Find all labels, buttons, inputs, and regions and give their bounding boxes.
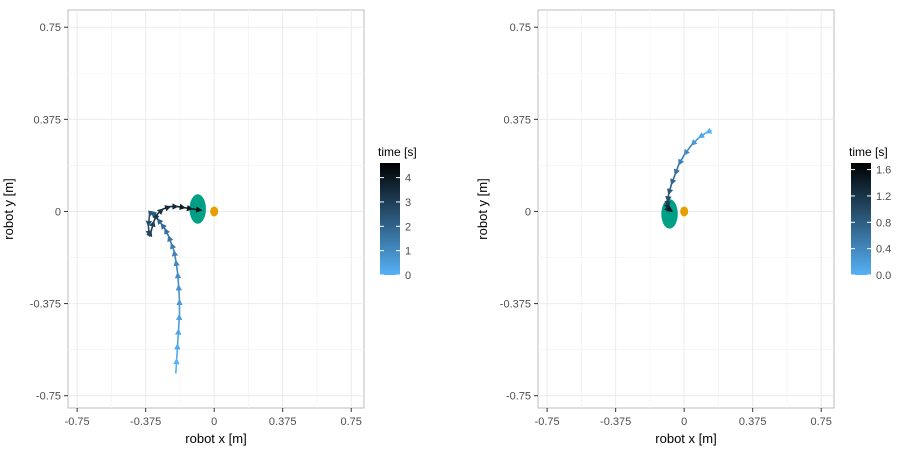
trajectory-arrow — [666, 184, 674, 196]
chart-panel-1: -0.75 -0.375 0 0.375 0.75 -0.75 -0.375 0 0.375 0… — [1, 9, 417, 446]
legend-title: time [s] — [378, 145, 417, 159]
x-axis-label: robot x [m] — [655, 431, 716, 446]
trajectory-arrow — [173, 357, 180, 374]
colorbar-tick-label: 4 — [405, 173, 411, 185]
colorbar-tick-label: 0 — [405, 270, 411, 282]
x-tick-label: 0.375 — [269, 416, 297, 428]
x-tick-label: 0 — [681, 416, 687, 428]
target-point — [680, 206, 689, 217]
colorbar-ticks: 0 1 2 3 4 — [380, 173, 411, 282]
y-tick-label: 0.75 — [40, 22, 61, 34]
chart-panel-2: -0.75 -0.375 0 0.375 0.75 -0.75 -0.375 0 0.375 0… — [475, 9, 891, 446]
x-tick-label: 0.75 — [340, 416, 361, 428]
chart-marks — [661, 127, 713, 229]
x-tick-label: -0.375 — [130, 416, 161, 428]
trajectory-arrow — [697, 132, 707, 139]
trajectory-arrow — [152, 212, 159, 222]
trajectory-arrow — [173, 259, 180, 273]
legend: time [s] 0 1 2 3 4 — [378, 145, 417, 282]
x-axis-label: robot x [m] — [185, 431, 246, 446]
x-tick-label: 0.375 — [739, 416, 767, 428]
x-axis-ticks: -0.75 -0.375 0 0.375 0.75 — [535, 408, 832, 428]
trajectory-arrow — [192, 206, 203, 213]
grid — [68, 10, 364, 408]
colorbar-tick-label: 0.4 — [876, 244, 891, 256]
colorbar-tick-label: 2 — [405, 221, 411, 233]
y-tick-label: -0.375 — [30, 299, 61, 311]
y-axis-label: robot y [m] — [475, 178, 490, 239]
trajectory-arrow — [171, 249, 179, 261]
y-tick-label: -0.375 — [500, 299, 531, 311]
trajectory-arrow — [174, 271, 182, 286]
y-tick-label: -0.75 — [36, 391, 61, 403]
trajectory-arrow — [170, 242, 177, 252]
x-tick-label: 0 — [211, 416, 217, 428]
colorbar-tick-label: 1.6 — [876, 165, 891, 177]
colorbar-ticks: 0.0 0.4 0.8 1.2 1.6 — [851, 165, 891, 282]
trajectory-arrow — [162, 205, 172, 212]
legend: time [s] 0.0 0.4 0.8 1.2 1.6 — [849, 145, 891, 282]
legend-title: time [s] — [849, 145, 888, 159]
x-axis-ticks: -0.75 -0.375 0 0.375 0.75 — [65, 408, 362, 428]
x-tick-label: -0.375 — [600, 416, 631, 428]
y-axis-label: robot y [m] — [1, 178, 16, 239]
trajectory-arrow — [683, 144, 693, 156]
trajectory-arrow — [167, 235, 174, 244]
x-tick-label: -0.75 — [65, 416, 90, 428]
trajectory-arrow — [184, 204, 194, 212]
trajectory-arrow — [145, 216, 153, 228]
y-axis-ticks: -0.75 -0.375 0 0.375 0.75 — [30, 22, 68, 403]
trajectory-arrow — [156, 208, 164, 215]
colorbar-tick-label: 1 — [405, 246, 411, 258]
y-tick-label: 0 — [55, 206, 61, 218]
trajectory-arrow — [666, 205, 674, 213]
trajectory-arrow — [146, 230, 153, 238]
trajectory-arrow — [177, 203, 186, 211]
chart-marks — [145, 194, 219, 374]
trajectory-arrow — [148, 210, 155, 218]
target-point — [210, 206, 219, 217]
y-tick-label: 0 — [525, 206, 531, 218]
trajectory-arrow — [175, 313, 183, 330]
trajectory-arrow — [664, 204, 672, 211]
trajectory-arrow — [670, 174, 677, 186]
trajectory-arrow — [663, 202, 670, 210]
y-tick-label: 0.375 — [33, 114, 61, 126]
trajectory-arrow — [175, 284, 183, 300]
y-axis-ticks: -0.75 -0.375 0 0.375 0.75 — [500, 22, 538, 403]
trajectory-arrow — [677, 154, 685, 166]
trajectory-arrow — [705, 127, 713, 134]
colorbar-tick-label: 1.2 — [876, 191, 891, 203]
trajectory-arrow — [665, 194, 672, 203]
y-tick-label: -0.75 — [506, 391, 531, 403]
trajectory-arrow — [175, 328, 182, 345]
trajectory-arrow — [149, 220, 156, 232]
x-tick-label: 0.75 — [810, 416, 831, 428]
body-ellipse — [661, 199, 678, 229]
colorbar — [380, 163, 400, 275]
trajectory-arrow — [174, 343, 181, 359]
x-tick-label: -0.75 — [535, 416, 560, 428]
trajectory-arrow — [690, 137, 700, 146]
trajectory-arrow — [673, 164, 680, 176]
grid — [538, 10, 834, 408]
colorbar-tick-label: 0.8 — [876, 217, 891, 229]
colorbar — [851, 163, 871, 275]
colorbar-tick-label: 3 — [405, 197, 411, 209]
y-tick-label: 0.75 — [510, 22, 531, 34]
colorbar-tick-label: 0.0 — [876, 270, 891, 282]
y-tick-label: 0.375 — [503, 114, 531, 126]
